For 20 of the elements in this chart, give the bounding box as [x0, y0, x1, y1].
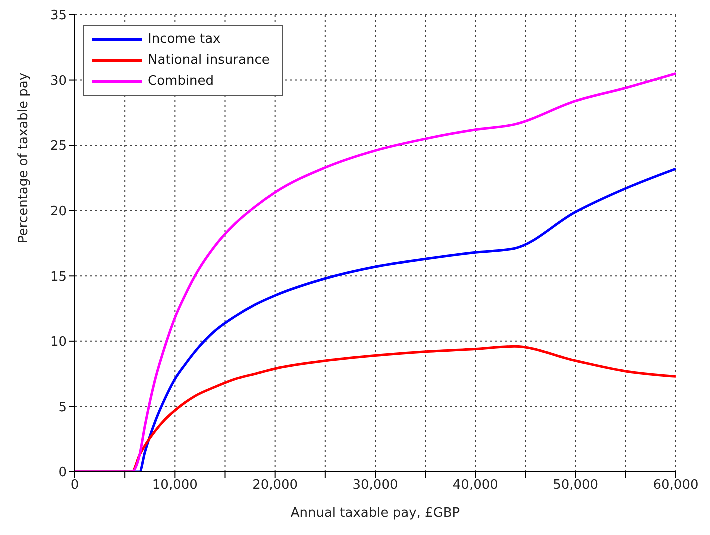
x-tick-label: 40,000	[452, 478, 498, 494]
x-tick-label: 20,000	[252, 478, 298, 494]
y-tick-label: 30	[50, 74, 67, 89]
x-tick-label: 0	[70, 478, 80, 494]
y-tick-label: 20	[50, 204, 67, 220]
y-tick-label: 0	[58, 466, 67, 481]
y-tick-label: 35	[50, 8, 67, 24]
y-tick-label: 10	[50, 335, 67, 350]
x-tick-label: 50,000	[553, 478, 599, 494]
y-axis-title: Percentage of taxable pay	[16, 72, 32, 244]
legend-label: Combined	[148, 73, 214, 91]
y-tick-label: 15	[50, 270, 67, 285]
x-axis-title: Annual taxable pay, £GBP	[290, 506, 460, 521]
y-tick-label: 5	[58, 400, 67, 416]
x-tick-label: 30,000	[352, 478, 398, 494]
legend-label: National insurance	[148, 52, 270, 70]
x-tick-label: 10,000	[152, 478, 198, 494]
y-tick-label: 25	[50, 139, 67, 154]
x-tick-label: 60,000	[653, 478, 699, 494]
legend-label: Income tax	[148, 31, 221, 49]
